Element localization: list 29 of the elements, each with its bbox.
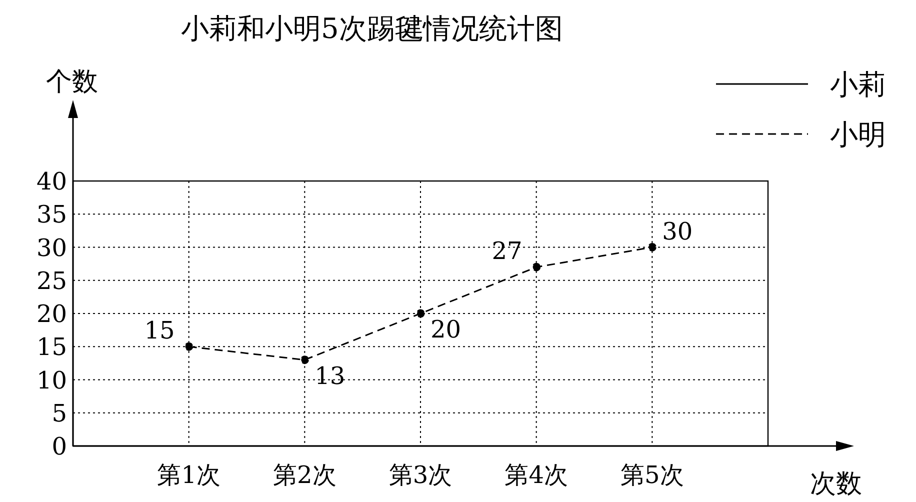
y-tick-label: 20 — [36, 300, 67, 328]
x-axis-title: 次数 — [810, 469, 862, 499]
point — [648, 243, 656, 252]
y-tick-label: 10 — [36, 366, 67, 394]
y-tick-label: 0 — [52, 432, 67, 461]
y-tick-label: 5 — [52, 399, 67, 428]
data-label: 13 — [314, 362, 346, 390]
point — [416, 309, 425, 318]
y-tick-label: 25 — [36, 266, 67, 295]
point — [532, 262, 541, 272]
point — [184, 342, 194, 351]
y-tick-label: 30 — [36, 234, 67, 262]
y-tick-label: 40 — [36, 168, 67, 196]
x-tick-label: 第4次 — [504, 461, 568, 490]
data-label: 15 — [144, 316, 175, 345]
data-label: 30 — [662, 217, 693, 246]
x-tick-label: 第1次 — [157, 461, 220, 490]
y-tick-label: 35 — [36, 200, 67, 229]
x-tick-label: 第2次 — [273, 461, 336, 490]
y-tick-label: 15 — [36, 333, 67, 362]
data-label: 20 — [430, 316, 462, 344]
legend-label: 小明 — [830, 118, 886, 151]
x-tick-label: 第3次 — [388, 461, 452, 490]
chart-title: 小莉和小明5次踢毽情况统计图 — [181, 12, 563, 45]
x-tick-label: 第5次 — [620, 461, 684, 490]
y-axis-title: 个数 — [46, 67, 98, 97]
data-label: 27 — [492, 237, 522, 266]
legend-label: 小莉 — [830, 68, 886, 101]
point — [300, 356, 309, 364]
